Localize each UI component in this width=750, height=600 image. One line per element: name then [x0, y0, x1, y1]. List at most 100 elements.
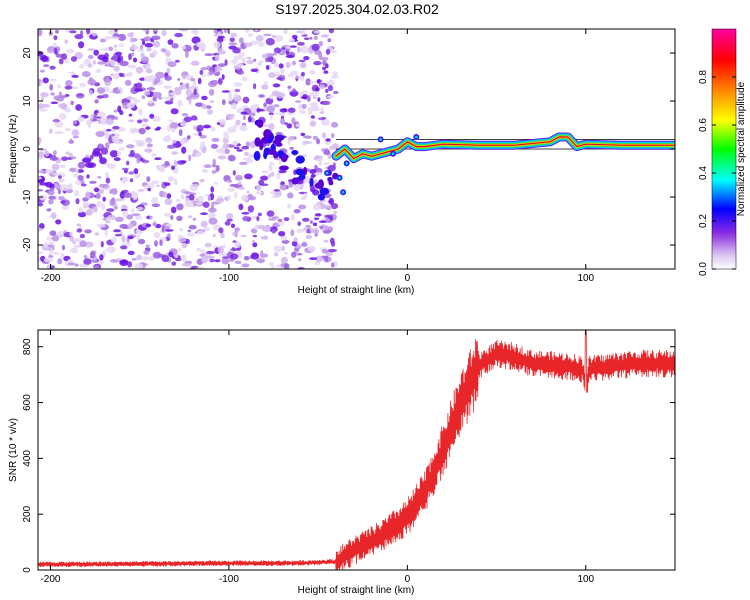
noise-blob — [284, 263, 290, 269]
spectrogram-marks — [38, 29, 675, 269]
noise-blob — [323, 239, 329, 243]
noise-blob — [141, 95, 146, 100]
noise-blob — [295, 168, 305, 176]
noise-blob — [41, 55, 48, 63]
noise-blob — [126, 73, 132, 78]
noise-blob — [254, 224, 259, 231]
noise-blob — [79, 240, 87, 248]
noise-blob — [119, 147, 125, 151]
noise-blob — [230, 248, 240, 251]
noise-blob — [102, 93, 109, 99]
noise-blob — [152, 50, 158, 56]
noise-blob — [138, 158, 146, 162]
noise-blob — [178, 129, 183, 137]
noise-blob — [216, 37, 224, 43]
noise-blob — [176, 203, 184, 211]
noise-blob — [298, 174, 306, 181]
noise-blob — [210, 143, 219, 149]
noise-blob — [135, 215, 142, 220]
noise-blob — [273, 245, 283, 253]
noise-blob — [188, 224, 197, 230]
noise-blob — [137, 49, 145, 53]
noise-blob — [298, 103, 302, 111]
noise-blob — [136, 206, 144, 211]
noise-blob — [181, 113, 189, 117]
noise-blob — [175, 257, 182, 262]
noise-blob — [49, 78, 57, 82]
signal-blob-core — [391, 152, 395, 156]
noise-blob — [242, 157, 252, 161]
noise-blob — [103, 76, 111, 83]
noise-blob — [281, 239, 290, 244]
noise-blob — [206, 255, 216, 259]
noise-blob — [87, 122, 92, 129]
noise-blob — [127, 261, 133, 268]
noise-blob — [38, 137, 41, 145]
noise-blob — [57, 84, 62, 89]
noise-blob — [121, 176, 129, 182]
noise-blob — [200, 141, 206, 148]
noise-blob — [170, 108, 179, 115]
noise-blob — [195, 198, 200, 204]
noise-blob — [317, 193, 326, 201]
noise-blob — [166, 67, 171, 75]
noise-blob — [267, 138, 273, 144]
y-tick-label: 200 — [22, 505, 33, 522]
noise-blob — [241, 263, 250, 268]
noise-blob — [112, 73, 120, 80]
noise-blob — [120, 73, 126, 78]
noise-blob — [301, 241, 308, 248]
noise-blob — [58, 164, 66, 168]
noise-blob — [122, 210, 129, 218]
noise-blob — [197, 77, 202, 85]
noise-blob — [141, 123, 149, 128]
noise-blob — [55, 96, 65, 102]
noise-blob — [307, 245, 316, 253]
noise-blob — [70, 156, 77, 160]
noise-blob — [289, 147, 295, 150]
noise-blob — [177, 234, 184, 239]
colorbar-tick-label: 0.4 — [698, 166, 709, 180]
noise-blob — [180, 194, 185, 200]
noise-blob — [273, 104, 280, 108]
noise-blob — [227, 126, 237, 134]
noise-blob — [171, 151, 178, 155]
noise-blob — [54, 120, 64, 128]
noise-blob — [300, 132, 306, 137]
snr-series-line — [38, 330, 675, 570]
noise-blob — [332, 71, 338, 77]
noise-blob — [202, 201, 210, 208]
noise-blob — [222, 143, 230, 149]
noise-blob — [49, 128, 53, 134]
noise-blob — [89, 154, 94, 160]
noise-blob — [38, 103, 45, 110]
noise-blob — [76, 228, 83, 233]
noise-blob — [154, 240, 158, 247]
noise-blob — [136, 233, 141, 240]
noise-blob — [210, 186, 214, 193]
noise-blob — [180, 138, 186, 145]
noise-blob — [156, 165, 166, 172]
noise-blob — [108, 136, 113, 144]
noise-blob — [313, 61, 322, 66]
noise-blob — [233, 82, 243, 87]
noise-blob — [39, 223, 45, 230]
noise-blob — [271, 195, 281, 199]
noise-blob — [105, 177, 111, 184]
noise-blob — [213, 181, 219, 185]
noise-blob — [55, 29, 59, 34]
noise-blob — [131, 257, 137, 261]
noise-blob — [91, 150, 101, 157]
noise-blob — [313, 35, 318, 41]
noise-blob — [238, 186, 246, 190]
noise-blob — [165, 223, 173, 227]
noise-blob — [211, 213, 217, 217]
noise-blob — [289, 90, 299, 97]
noise-blob — [233, 124, 238, 129]
noise-blob — [185, 50, 189, 59]
noise-blob — [244, 151, 249, 156]
noise-blob — [327, 38, 332, 43]
y-tick-label: 400 — [22, 450, 33, 467]
noise-blob — [274, 112, 282, 115]
noise-blob — [113, 157, 121, 162]
